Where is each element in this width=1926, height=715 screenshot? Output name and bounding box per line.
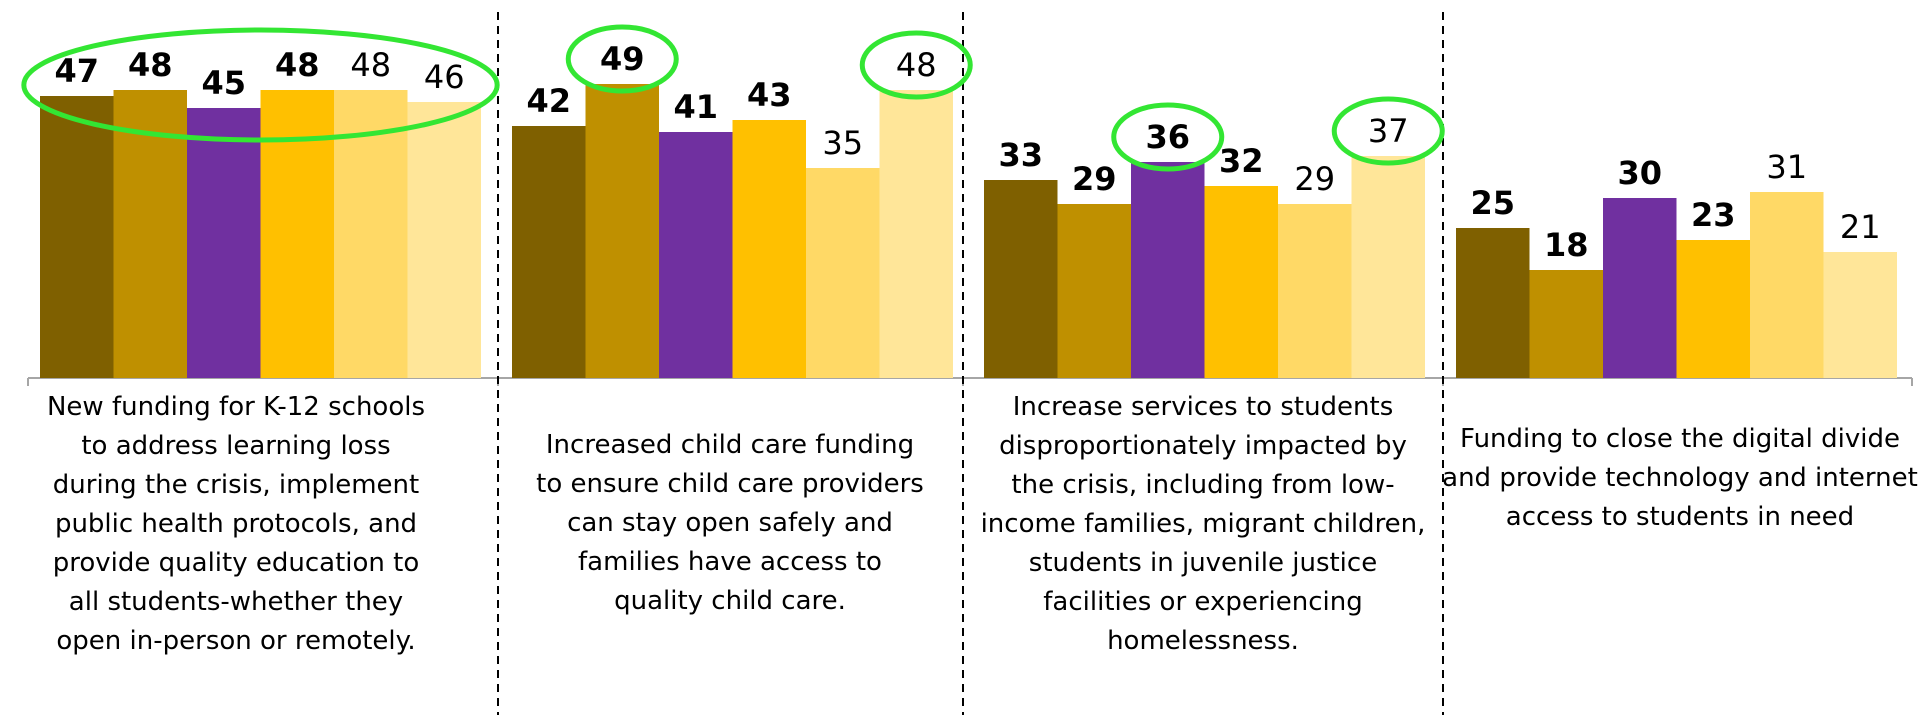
bar-value-label: 48 (350, 46, 391, 84)
bar (732, 120, 806, 378)
bar (512, 126, 586, 378)
bar-value-label: 43 (747, 76, 792, 114)
bar-value-label: 49 (600, 40, 645, 78)
bar-value-label: 35 (822, 124, 863, 162)
bar (1823, 252, 1897, 378)
bar-value-label: 37 (1368, 112, 1409, 150)
bar (260, 90, 334, 378)
bar (1603, 198, 1677, 378)
bar (407, 102, 481, 378)
highlight-ellipse (859, 30, 973, 100)
bar (40, 96, 114, 378)
bar (1278, 204, 1352, 378)
category-label-k12: New funding for K-12 schools to address … (46, 392, 426, 656)
bar-value-label: 47 (54, 52, 99, 90)
bar (1131, 162, 1205, 378)
bar (1057, 204, 1131, 378)
bar-value-label: 32 (1219, 142, 1264, 180)
category-label-child-care: Increased child care funding to ensure c… (536, 430, 924, 616)
category-label-disproportionate: Increase services to students disproport… (980, 392, 1426, 656)
bar (806, 168, 880, 378)
bar-value-label: 48 (128, 46, 173, 84)
highlight-ellipse (1331, 96, 1445, 166)
bar-value-label: 31 (1766, 148, 1807, 186)
bar-value-label: 25 (1470, 184, 1515, 222)
bar (879, 90, 953, 378)
bar (1456, 228, 1530, 378)
bar-value-label: 30 (1617, 154, 1662, 192)
bar (187, 108, 261, 378)
bar (1351, 156, 1425, 378)
bar (984, 180, 1058, 378)
bar-value-label: 29 (1072, 160, 1117, 198)
bar (585, 84, 659, 378)
highlight-ellipse (21, 27, 500, 143)
bar (1204, 186, 1278, 378)
highlight-ellipse (565, 24, 679, 94)
highlight-ellipse (1111, 102, 1225, 172)
bar (1676, 240, 1750, 378)
bar-value-label: 45 (201, 64, 246, 102)
bar-value-label: 48 (275, 46, 320, 84)
bar-value-label: 23 (1691, 196, 1736, 234)
bar-value-label: 18 (1544, 226, 1589, 264)
bar-value-label: 42 (526, 82, 571, 120)
bar-value-label: 29 (1294, 160, 1335, 198)
bar (1529, 270, 1603, 378)
bar-value-label: 21 (1840, 208, 1881, 246)
bar (659, 132, 733, 378)
bar-value-label: 33 (998, 136, 1043, 174)
bar-value-label: 48 (896, 46, 937, 84)
bar-value-label: 36 (1145, 118, 1190, 156)
bar-value-label: 46 (424, 58, 465, 96)
category-label-digital-divide: Funding to close the digital divide and … (1442, 424, 1918, 532)
bar (1750, 192, 1824, 378)
bar-value-label: 41 (673, 88, 718, 126)
